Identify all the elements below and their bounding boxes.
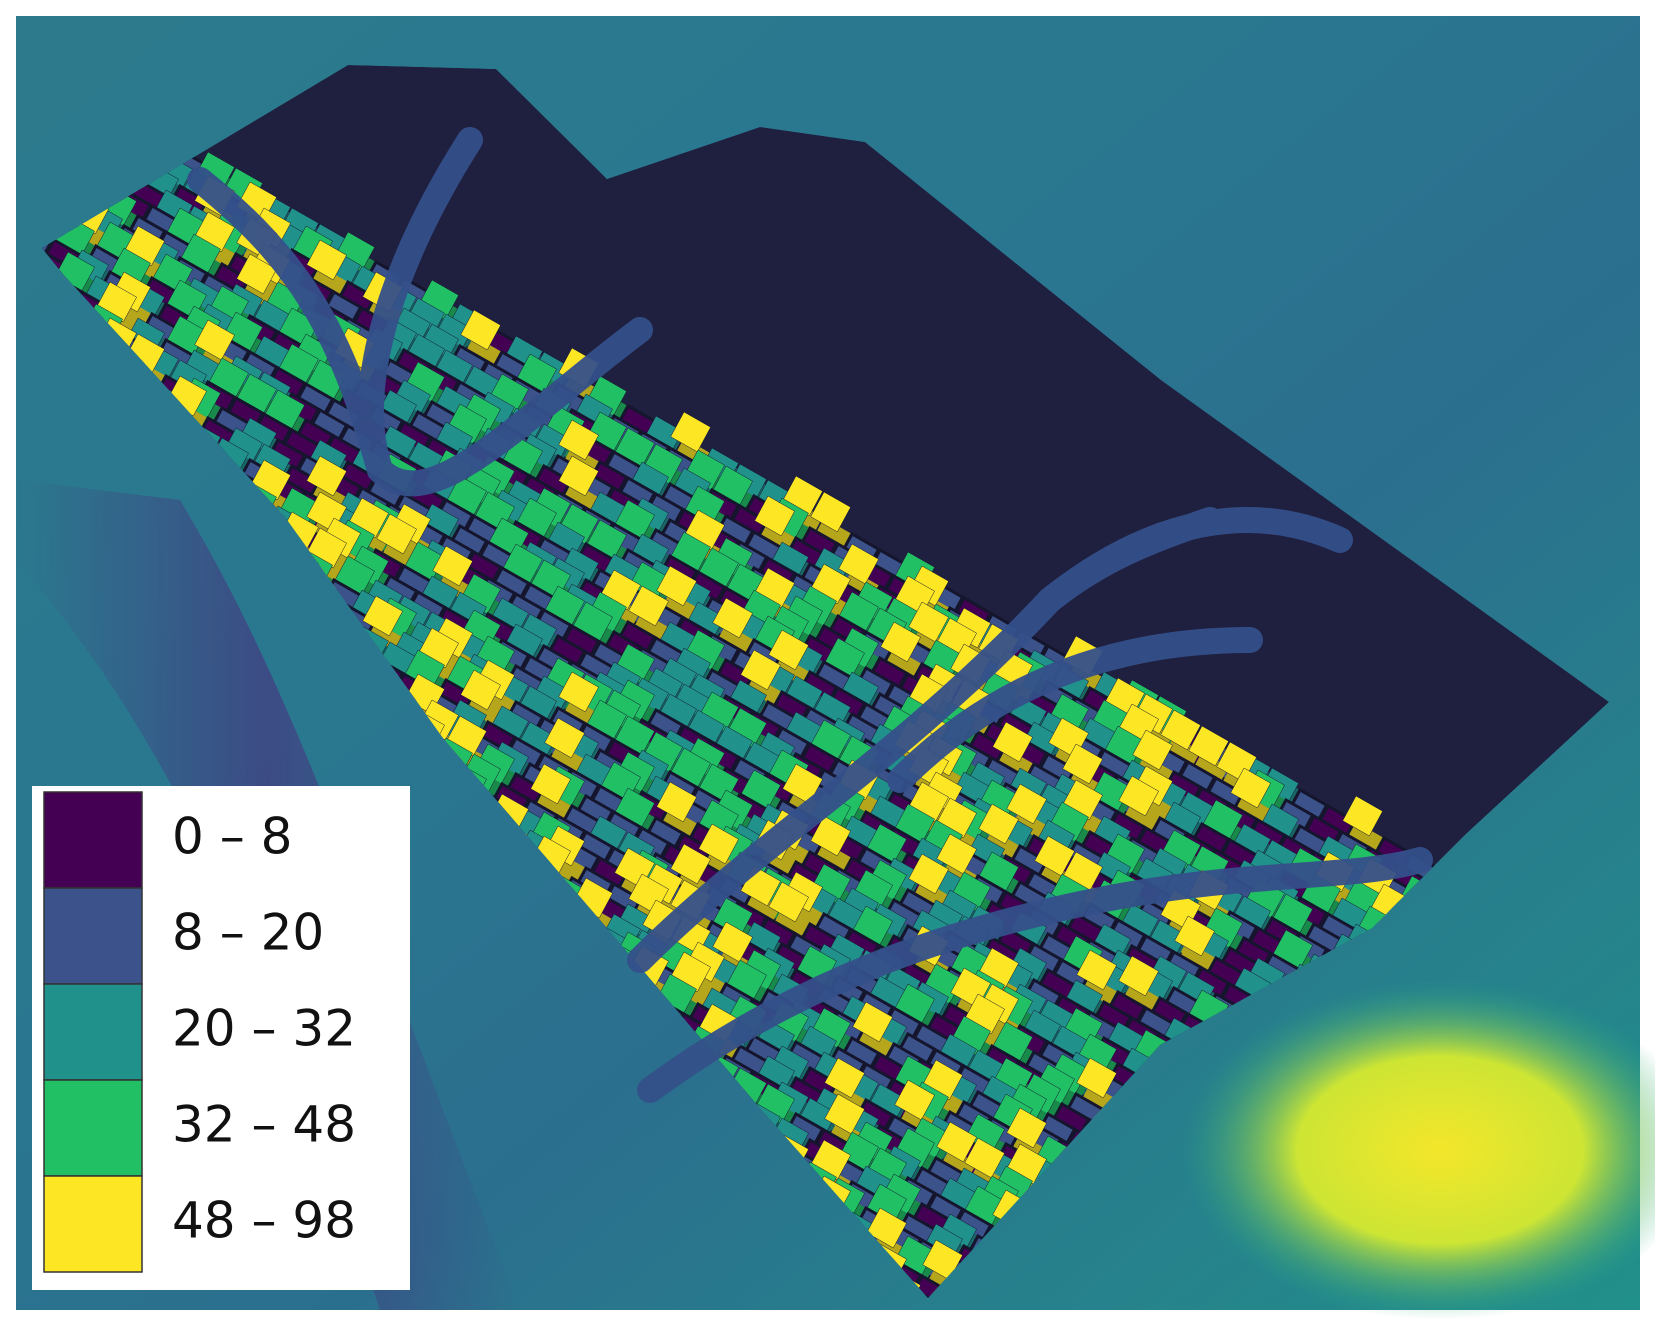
- parcel-side: [545, 1320, 585, 1326]
- parcel: [978, 803, 1019, 845]
- parcel: [656, 565, 697, 607]
- legend-swatch: [43, 1079, 143, 1177]
- parcel: [965, 1308, 1005, 1326]
- legend-label: 8 – 20: [172, 904, 324, 962]
- parcel-side: [559, 1310, 599, 1326]
- parcel: [712, 597, 753, 639]
- parcel: [853, 1310, 893, 1326]
- parcel: [628, 585, 669, 627]
- terrain-high: [1180, 980, 1655, 1320]
- legend-swatch: [43, 983, 143, 1081]
- parcel: [810, 491, 851, 533]
- parcel: [306, 239, 347, 281]
- parcel: [558, 455, 599, 497]
- parcel: [754, 495, 795, 537]
- parcel: [880, 621, 921, 663]
- parcel-side: [811, 1310, 851, 1326]
- parcel: [1062, 743, 1103, 785]
- parcel: [503, 1314, 543, 1326]
- parcel: [1315, 1310, 1355, 1326]
- parcel: [1118, 775, 1159, 817]
- parcel: [992, 721, 1033, 763]
- parcel-side: [1553, 1320, 1593, 1326]
- parcel: [1203, 1318, 1243, 1326]
- parcel-side: [1063, 1310, 1103, 1326]
- parcel-side: [1217, 1308, 1257, 1326]
- parcel-side: [1161, 1312, 1201, 1326]
- parcel: [1006, 783, 1047, 825]
- parcel-side: [853, 1316, 893, 1326]
- legend-label: 20 – 32: [172, 1000, 356, 1058]
- legend-swatch: [43, 791, 143, 889]
- parcel: [1160, 709, 1201, 751]
- legend-label: 32 – 48: [172, 1096, 356, 1154]
- parcel: [1342, 795, 1383, 837]
- parcel: [1567, 1310, 1607, 1326]
- parcel: [236, 253, 277, 295]
- parcel: [1230, 767, 1271, 809]
- parcel: [740, 649, 781, 691]
- parcel: [306, 455, 347, 497]
- parcel-side: [1511, 1314, 1551, 1326]
- parcel-side: [699, 1318, 739, 1326]
- parcel: [797, 1320, 837, 1326]
- parcel-side: [657, 1312, 697, 1326]
- parcel: [1174, 915, 1215, 957]
- legend-swatch: [43, 1175, 143, 1273]
- parcel-side: [1301, 1320, 1341, 1326]
- parcel: [558, 419, 599, 461]
- parcel-side: [1007, 1314, 1047, 1326]
- parcel-side: [1105, 1316, 1145, 1326]
- parcel-side: [1049, 1320, 1089, 1326]
- parcel: [755, 1314, 795, 1326]
- legend-swatch: [43, 887, 143, 985]
- parcel: [601, 1310, 641, 1326]
- parcel: [951, 1318, 991, 1326]
- parcel: [768, 629, 809, 671]
- parcel: [460, 309, 501, 351]
- parcel-side: [713, 1308, 753, 1326]
- parcel-side: [1609, 1316, 1649, 1326]
- legend-label: 0 – 8: [172, 808, 292, 866]
- parcel: [909, 1312, 949, 1326]
- parcel: [1609, 1310, 1649, 1326]
- parcel-side: [601, 1316, 641, 1326]
- legend: 0 – 8 8 – 20 20 – 32 32 – 48 48 – 98: [32, 786, 410, 1290]
- parcel: [1188, 725, 1229, 767]
- parcel-side: [1357, 1316, 1397, 1326]
- parcel: [1259, 1314, 1299, 1326]
- legend-label: 48 – 98: [172, 1192, 356, 1250]
- parcel: [1132, 729, 1173, 771]
- parcel: [699, 1312, 739, 1326]
